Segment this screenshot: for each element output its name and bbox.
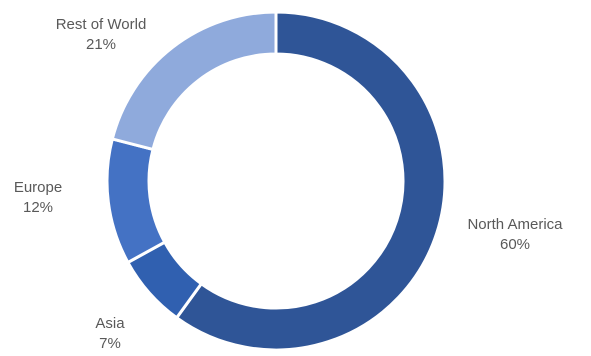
- slice-label-europe: Europe: [14, 179, 62, 196]
- slice-north-america: [174, 10, 447, 352]
- slice-europe: [105, 137, 167, 265]
- data-label-europe: Europe 12%: [14, 179, 62, 216]
- data-labels: North America 60% Asia 7% Europe 12% Rest of W…: [14, 16, 563, 352]
- data-label-asia: Asia 7%: [95, 315, 125, 351]
- slice-value-north-america: 60%: [500, 236, 530, 253]
- slice-value-asia: 7%: [99, 335, 121, 351]
- slice-value-rest-of-world: 21%: [86, 36, 116, 53]
- data-label-north-america: North America 60%: [467, 216, 563, 253]
- slice-label-rest-of-world: Rest of World: [56, 16, 147, 33]
- slices: [105, 10, 447, 352]
- slice-label-north-america: North America: [467, 216, 563, 233]
- data-label-rest-of-world: Rest of World 21%: [56, 16, 147, 53]
- slice-value-europe: 12%: [23, 199, 53, 216]
- slice-rest-of-world: [110, 10, 278, 152]
- slice-label-asia: Asia: [95, 315, 125, 332]
